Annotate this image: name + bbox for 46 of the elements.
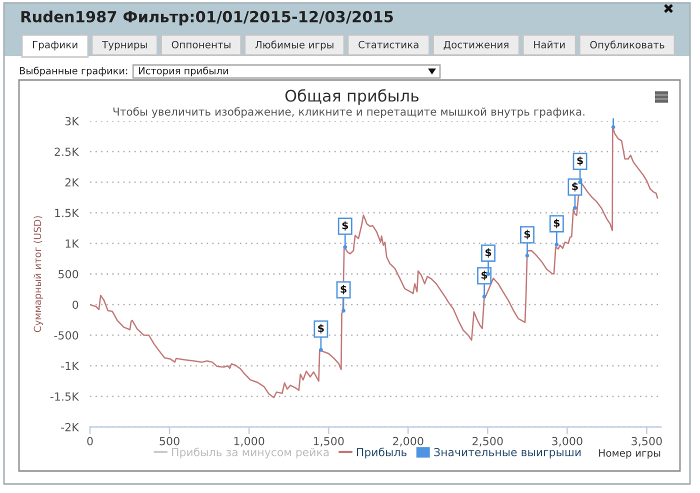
y-tick-label: 2.5K [54,148,80,156]
data-label: $ [340,284,346,294]
chart-subtitle: Чтобы увеличить изображение, кликните и перетащите мышкой внутрь графика. [113,107,584,118]
text: Найти [534,40,565,48]
text: Ruden1987 Фильтр:01/01/2015-12/03/2015 [21,10,393,26]
text: История прибыли [139,66,228,76]
legend-label: Прибыль за минусом рейка [172,448,329,458]
text: Любимые игры [255,40,334,50]
data-label: $ [481,270,488,280]
x-axis-title: Номер игры [599,449,660,459]
y-tick-label: 1K [66,240,80,248]
text: Турниры [102,40,147,50]
y-tick-label: 3K [65,116,80,126]
legend-label: Значительные выигрыши [434,448,581,458]
text: Статистика [358,40,418,48]
text: Оппоненты [172,40,230,48]
data-label: $ [524,230,530,240]
x-tick-label: 3,000 [552,436,582,446]
data-label: $ [554,218,560,228]
x-tick-label: 1,000 [234,436,264,446]
x-tick-label: 2,500 [472,436,503,446]
data-label: $ [485,248,492,258]
data-label: $ [572,182,578,192]
y-tick-label: -1K [61,362,80,370]
text: Достижения [444,40,508,50]
y-tick-label: -500 [54,331,78,340]
y-tick-label: 2K [65,178,80,186]
x-tick-label: 3,500 [632,436,662,446]
data-label: $ [342,221,348,231]
legend-label: Прибыль [357,448,407,458]
y-tick-label: 500 [58,270,78,278]
y-tick-label: 1.5K [55,208,80,218]
data-label: $ [577,156,583,166]
text: Опубликовать [590,40,664,50]
x-tick-label: 500 [160,436,180,446]
chart-title: Общая прибыль [285,89,419,105]
y-axis-title: Суммарный итог (USD) [34,216,43,332]
data-label: $ [318,324,324,334]
text: Графики [32,40,78,50]
x-tick-label: 0 [87,436,93,446]
y-tick-label: -2K [61,422,80,432]
x-tick-label: 1,500 [314,436,344,446]
y-tick-label: -1.5K [50,392,80,401]
x-tick-label: 2,000 [393,436,424,446]
y-tick-label: 0 [72,300,78,309]
text: Выбранные графики: [20,66,128,76]
